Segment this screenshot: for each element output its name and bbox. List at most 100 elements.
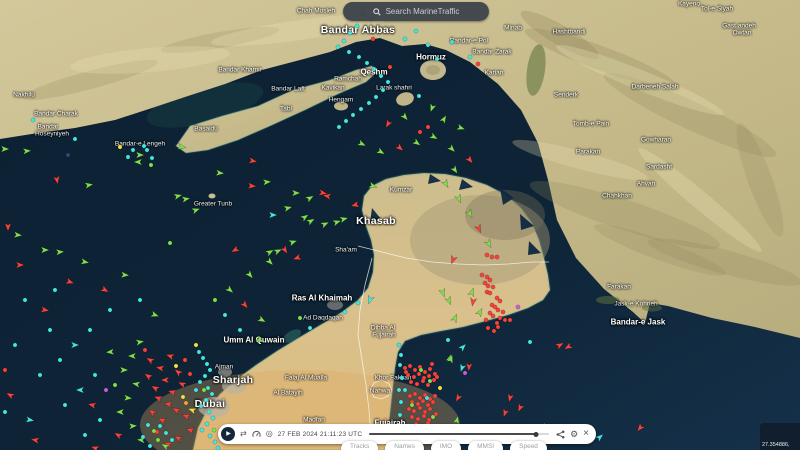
ship-marker[interactable] — [72, 136, 78, 142]
ship-marker[interactable] — [399, 111, 410, 122]
ship-marker[interactable] — [169, 437, 175, 443]
speedometer-icon[interactable] — [252, 430, 261, 439]
ship-marker[interactable] — [449, 313, 460, 324]
ship-marker[interactable] — [479, 272, 485, 278]
play-button[interactable]: ▶ — [221, 427, 235, 441]
ship-marker[interactable] — [373, 94, 379, 100]
ship-marker[interactable] — [453, 193, 464, 204]
ship-marker[interactable] — [350, 200, 361, 209]
ship-marker[interactable] — [409, 414, 415, 420]
ship-marker[interactable] — [402, 36, 408, 42]
ship-marker[interactable] — [483, 238, 493, 249]
ship-marker[interactable] — [112, 382, 118, 388]
ship-marker[interactable] — [515, 402, 526, 413]
ship-marker[interactable] — [430, 414, 436, 420]
ship-marker[interactable] — [420, 398, 426, 404]
ship-marker[interactable] — [449, 164, 460, 175]
ship-marker[interactable] — [25, 415, 35, 424]
ship-marker[interactable] — [446, 143, 457, 154]
ship-marker[interactable] — [2, 367, 8, 373]
ship-marker[interactable] — [483, 317, 489, 323]
ship-marker[interactable] — [594, 432, 605, 443]
ship-marker[interactable] — [338, 215, 349, 224]
ship-marker[interactable] — [163, 430, 169, 436]
ship-marker[interactable] — [426, 373, 432, 379]
ship-marker[interactable] — [130, 147, 136, 153]
ship-marker[interactable] — [173, 433, 184, 444]
playback-speed-icon[interactable]: ⇄ — [240, 429, 247, 438]
ship-marker[interactable] — [399, 375, 405, 381]
ship-marker[interactable] — [123, 394, 133, 402]
ship-marker[interactable] — [422, 409, 428, 415]
ship-marker[interactable] — [127, 352, 137, 360]
ship-marker[interactable] — [92, 372, 98, 378]
ship-marker[interactable] — [15, 261, 25, 269]
ship-marker[interactable] — [149, 155, 155, 161]
ship-marker[interactable] — [417, 129, 423, 135]
ship-marker[interactable] — [82, 432, 88, 438]
ship-marker[interactable] — [502, 317, 508, 323]
ship-marker[interactable] — [495, 324, 501, 330]
chip-names[interactable]: Names — [385, 441, 424, 450]
ship-marker[interactable] — [254, 334, 265, 345]
ship-marker[interactable] — [494, 320, 500, 326]
ship-marker[interactable] — [52, 175, 61, 185]
ship-marker[interactable] — [406, 406, 412, 412]
ship-marker[interactable] — [438, 287, 448, 298]
ship-marker[interactable] — [256, 314, 267, 324]
ship-marker[interactable] — [458, 362, 467, 373]
ship-marker[interactable] — [446, 354, 456, 365]
ship-marker[interactable] — [141, 143, 147, 149]
ship-marker[interactable] — [385, 79, 391, 85]
ship-marker[interactable] — [319, 219, 330, 230]
ship-marker[interactable] — [237, 327, 243, 333]
ship-marker[interactable] — [22, 297, 28, 303]
ship-marker[interactable] — [398, 399, 404, 405]
ship-marker[interactable] — [75, 386, 85, 394]
ship-marker[interactable] — [432, 393, 438, 399]
ship-marker[interactable] — [635, 422, 646, 433]
ship-marker[interactable] — [135, 338, 145, 347]
ship-marker[interactable] — [501, 407, 510, 418]
ship-marker[interactable] — [205, 385, 211, 391]
ship-marker[interactable] — [145, 422, 151, 428]
ship-marker[interactable] — [356, 54, 362, 60]
ship-marker[interactable] — [434, 374, 440, 380]
ship-marker[interactable] — [422, 392, 428, 398]
ship-marker[interactable] — [494, 254, 500, 260]
ship-marker[interactable] — [428, 102, 437, 113]
ship-marker[interactable] — [150, 383, 161, 394]
ship-marker[interactable] — [412, 391, 418, 397]
ship-marker[interactable] — [198, 403, 204, 409]
ship-marker[interactable] — [187, 371, 193, 377]
ship-marker[interactable] — [489, 302, 495, 308]
ship-marker[interactable] — [397, 362, 403, 368]
ship-marker[interactable] — [120, 271, 130, 279]
ship-marker[interactable] — [485, 283, 491, 289]
ship-marker[interactable] — [416, 93, 422, 99]
ship-marker[interactable] — [336, 124, 342, 130]
ship-marker[interactable] — [202, 373, 208, 379]
center-map-icon[interactable]: ◎ — [265, 429, 273, 438]
ship-marker[interactable] — [343, 118, 349, 124]
ship-marker[interactable] — [133, 158, 143, 166]
ship-marker[interactable] — [402, 387, 408, 393]
ship-marker[interactable] — [335, 44, 341, 50]
ship-marker[interactable] — [415, 416, 421, 422]
ship-marker[interactable] — [182, 357, 188, 363]
chip-tracks[interactable]: Tracks — [341, 441, 379, 450]
ship-marker[interactable] — [55, 248, 65, 256]
ship-marker[interactable] — [196, 349, 202, 355]
timeline-knob[interactable] — [533, 431, 539, 437]
ship-marker[interactable] — [494, 295, 500, 301]
ship-marker[interactable] — [222, 312, 228, 318]
ship-marker[interactable] — [475, 61, 481, 67]
ship-marker[interactable] — [206, 409, 212, 415]
ship-marker[interactable] — [140, 434, 146, 440]
ship-marker[interactable] — [147, 443, 153, 449]
ship-marker[interactable] — [157, 415, 168, 426]
ship-marker[interactable] — [107, 307, 113, 313]
ship-marker[interactable] — [307, 325, 313, 331]
ship-marker[interactable] — [239, 299, 250, 310]
ship-marker[interactable] — [299, 212, 310, 223]
